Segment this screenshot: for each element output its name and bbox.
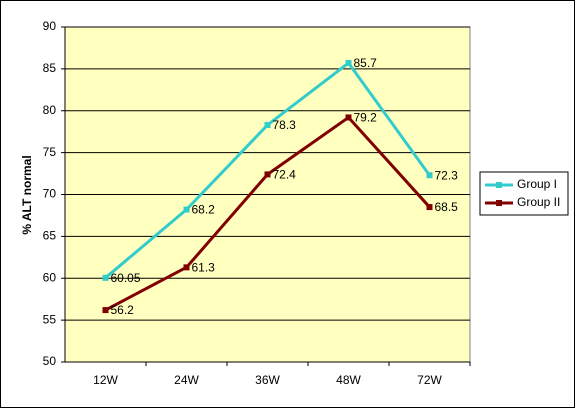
y-tick-label: 80: [43, 103, 57, 117]
data-label: 61.3: [192, 261, 216, 275]
y-tick-label: 50: [43, 354, 57, 368]
y-tick-label: 65: [43, 229, 57, 243]
data-label: 85.7: [354, 56, 378, 70]
y-axis-label: % ALT normal: [20, 155, 34, 234]
data-label: 72.3: [435, 168, 459, 182]
y-tick-label: 70: [43, 187, 57, 201]
marker: [264, 121, 271, 128]
legend-label: Group I: [517, 177, 557, 191]
y-tick-label: 75: [43, 145, 57, 159]
data-label: 72.4: [273, 168, 297, 182]
marker: [426, 172, 433, 179]
marker: [183, 264, 190, 271]
marker: [102, 307, 109, 314]
marker: [102, 274, 109, 281]
legend-label: Group II: [517, 195, 560, 209]
marker: [264, 171, 271, 178]
y-tick-label: 60: [43, 270, 57, 284]
data-label: 79.2: [354, 111, 378, 125]
marker: [345, 60, 352, 67]
data-label: 68.2: [192, 203, 216, 217]
x-tick-label: 24W: [174, 373, 199, 387]
y-tick-label: 90: [43, 19, 57, 33]
marker: [345, 114, 352, 121]
marker: [426, 204, 433, 211]
x-tick-label: 12W: [93, 373, 118, 387]
y-tick-label: 55: [43, 312, 57, 326]
data-label: 60.05: [111, 271, 141, 285]
legend-marker: [496, 200, 502, 206]
y-tick-label: 85: [43, 61, 57, 75]
data-label: 68.5: [435, 200, 459, 214]
x-tick-label: 36W: [255, 373, 280, 387]
data-label: 78.3: [273, 118, 297, 132]
x-tick-label: 48W: [336, 373, 361, 387]
legend-box: [479, 171, 569, 216]
x-tick-label: 72W: [417, 373, 442, 387]
legend-marker: [496, 182, 502, 188]
marker: [183, 206, 190, 213]
data-label: 56.2: [111, 303, 135, 317]
